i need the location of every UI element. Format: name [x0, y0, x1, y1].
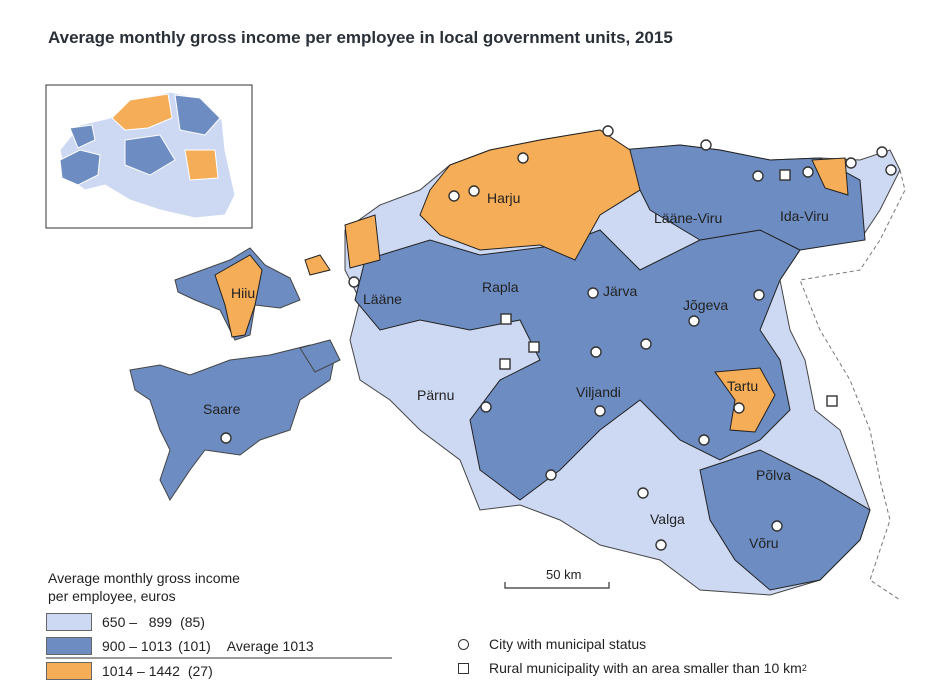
city-marker [594, 405, 606, 417]
legend-range-low: 650 – 899 [102, 614, 173, 630]
legend-city: City with municipal status [458, 636, 646, 652]
inset-tartu [184, 149, 219, 181]
legend-count-mid: (101) [178, 638, 211, 654]
county-label-saare: Saare [203, 401, 241, 417]
legend-swatch-high [46, 662, 92, 680]
border-line [799, 169, 906, 601]
legend-rural-label: Rural municipality with an area smaller … [489, 660, 802, 676]
city-marker [771, 520, 783, 532]
rural-marker [528, 341, 540, 353]
county-label-viljandi: Viljandi [576, 384, 621, 400]
city-marker [640, 338, 652, 350]
rural-marker [779, 169, 791, 181]
high-region-west [344, 214, 381, 269]
county-label-voru: Võru [749, 535, 779, 551]
rural-marker [500, 313, 512, 325]
legend-swatch-low [46, 613, 92, 631]
city-marker [700, 139, 712, 151]
county-label-polva: Põlva [756, 467, 792, 483]
city-marker [655, 539, 667, 551]
mid-region-southeast [699, 449, 871, 591]
city-marker [637, 487, 649, 499]
inset-harju [111, 93, 173, 131]
inset-ida [174, 94, 221, 136]
city-marker [587, 287, 599, 299]
county-label-laane: Lääne [363, 291, 402, 307]
legend-count-high: (27) [187, 663, 213, 679]
saare-island [129, 344, 336, 501]
county-label-hiiu: Hiiu [231, 285, 256, 301]
county-label-ida-viru: Ida-Viru [780, 208, 829, 224]
county-label-tartu: Tartu [727, 378, 759, 394]
city-marker [220, 432, 232, 444]
inset-hiiu [69, 124, 96, 149]
legend-class-high: 1014 – 1442 (27) [46, 661, 213, 681]
high-region-tartu [714, 367, 776, 433]
city-marker [545, 469, 557, 481]
city-marker [802, 166, 814, 178]
high-region-islet [304, 254, 331, 276]
legend-title-line1: Average monthly gross income [48, 570, 240, 586]
legend-swatch-mid [46, 637, 92, 655]
scale-bar [504, 582, 610, 589]
city-marker [752, 170, 764, 182]
city-marker [733, 402, 745, 414]
county-label-jogeva: Jõgeva [683, 297, 729, 313]
city-markers [220, 125, 897, 551]
legend-average: Average 1013 [226, 638, 314, 654]
city-marker [517, 152, 529, 164]
rural-symbol-icon [458, 662, 469, 674]
city-marker [468, 185, 480, 197]
city-marker [753, 289, 765, 301]
inset-saare [59, 149, 101, 186]
rural-marker [826, 395, 838, 407]
high-region-harju [419, 129, 641, 261]
city-symbol-icon [458, 638, 469, 650]
rural-marker [499, 358, 511, 370]
city-marker [348, 276, 360, 288]
high-region-ida [811, 157, 849, 196]
county-label-parnu: Pärnu [417, 387, 455, 403]
legend-range-mid: 900 – 1013 [102, 638, 173, 654]
city-marker [688, 315, 700, 327]
hiiu-high [214, 254, 263, 338]
county-label-harju: Harju [487, 190, 521, 206]
legend-class-mid: 900 – 1013 (101) Average 1013 [46, 636, 314, 656]
legend-title: Average monthly gross income per employe… [48, 569, 240, 605]
legend-title-line2: per employee, euros [48, 588, 176, 604]
city-marker [885, 164, 897, 176]
legend-count-low: (85) [180, 614, 205, 630]
city-marker [590, 346, 602, 358]
city-marker [845, 157, 857, 169]
city-marker [480, 401, 492, 413]
city-marker [448, 190, 460, 202]
city-marker [602, 125, 614, 137]
rural-markers [499, 169, 838, 407]
county-label-rapla: Rapla [482, 279, 519, 295]
inset-map [59, 91, 236, 219]
city-marker [876, 146, 888, 158]
legend-city-label: City with municipal status [489, 636, 647, 652]
county-label-laane-viru: Lääne-Viru [654, 210, 723, 226]
legend-rural: Rural municipality with an area smaller … [458, 660, 807, 676]
legend-range-high: 1014 – 1442 [102, 663, 180, 679]
map-title: Average monthly gross income per employe… [48, 28, 673, 47]
legend-class-low: 650 – 899 (85) [46, 612, 205, 632]
city-marker [698, 434, 710, 446]
county-label-valga: Valga [650, 511, 685, 527]
scale-label: 50 km [546, 567, 582, 582]
muhu-island [299, 339, 341, 373]
inset-central [124, 134, 176, 176]
county-label-jarva: Järva [603, 283, 638, 299]
legend-rural-sup: 2 [801, 663, 807, 673]
